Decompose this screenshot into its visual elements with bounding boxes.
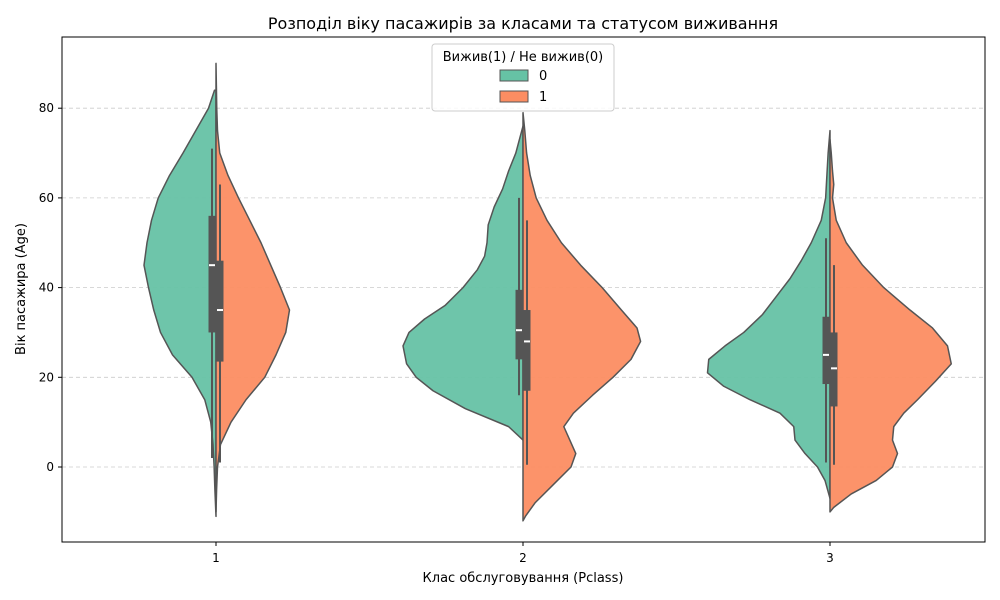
x-tick-label: 2 bbox=[519, 551, 527, 565]
iqr-box-class-1-series-1 bbox=[216, 260, 224, 362]
box-plots bbox=[208, 148, 838, 465]
y-tick-label: 80 bbox=[39, 101, 54, 115]
iqr-box-class-2-series-0 bbox=[515, 289, 523, 360]
violins bbox=[143, 62, 952, 522]
x-tick-label: 3 bbox=[826, 551, 834, 565]
y-axis-label: Вік пасажира (Age) bbox=[14, 223, 29, 355]
y-tick-label: 60 bbox=[39, 191, 54, 205]
x-axis: 1 2 3 bbox=[212, 542, 834, 565]
violin-class-2-series-1 bbox=[522, 111, 642, 522]
violin-class-2-series-0 bbox=[402, 125, 524, 441]
y-tick-label: 0 bbox=[46, 460, 54, 474]
chart-title: Розподіл віку пасажирів за класами та ст… bbox=[268, 14, 778, 33]
legend: Вижив(1) / Не вижив(0) 0 1 bbox=[431, 43, 615, 112]
y-tick-label: 20 bbox=[39, 370, 54, 384]
iqr-box-class-1-series-0 bbox=[208, 215, 216, 333]
legend-label-1: 1 bbox=[539, 90, 547, 105]
violin-class-3-series-1 bbox=[829, 138, 952, 513]
iqr-box-class-3-series-0 bbox=[822, 316, 830, 385]
violin-class-1-series-1 bbox=[215, 62, 291, 513]
legend-title: Вижив(1) / Не вижив(0) bbox=[443, 50, 604, 65]
legend-swatch-1 bbox=[499, 90, 529, 103]
legend-swatch-0 bbox=[499, 69, 529, 82]
iqr-box-class-2-series-1 bbox=[523, 310, 531, 391]
violin-class-3-series-0 bbox=[706, 129, 831, 500]
y-axis: 0 20 40 60 80 bbox=[39, 101, 62, 474]
x-axis-label: Клас обслуговування (Pclass) bbox=[423, 571, 624, 586]
iqr-box-class-3-series-1 bbox=[830, 332, 838, 407]
legend-label-0: 0 bbox=[539, 69, 547, 84]
violin-class-1-series-0 bbox=[143, 89, 217, 518]
y-tick-label: 40 bbox=[39, 281, 54, 295]
x-tick-label: 1 bbox=[212, 551, 220, 565]
